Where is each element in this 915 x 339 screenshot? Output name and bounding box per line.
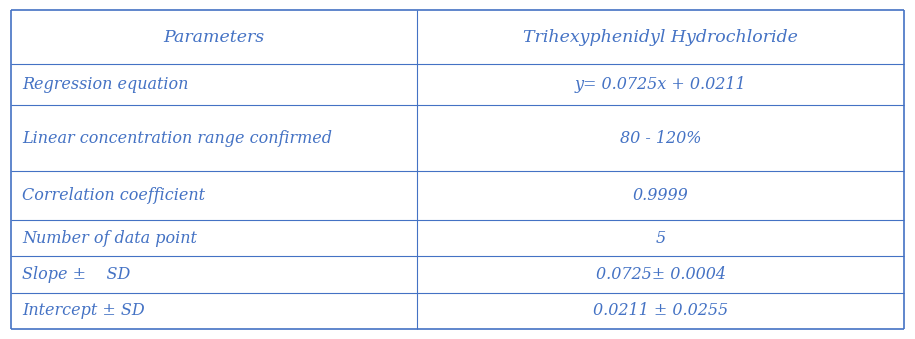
Text: 0.0211 ± 0.0255: 0.0211 ± 0.0255 <box>593 302 728 319</box>
Text: 0.0725± 0.0004: 0.0725± 0.0004 <box>596 266 726 283</box>
Text: Linear concentration range confirmed: Linear concentration range confirmed <box>22 130 332 147</box>
Text: Number of data point: Number of data point <box>22 230 197 247</box>
Text: y= 0.0725x + 0.0211: y= 0.0725x + 0.0211 <box>575 76 747 93</box>
Text: Parameters: Parameters <box>164 28 264 45</box>
Text: 5: 5 <box>656 230 666 247</box>
Text: Trihexyphenidyl Hydrochloride: Trihexyphenidyl Hydrochloride <box>523 28 798 45</box>
Text: Intercept ± SD: Intercept ± SD <box>22 302 145 319</box>
Text: Correlation coefficient: Correlation coefficient <box>22 187 205 204</box>
Text: Regression equation: Regression equation <box>22 76 188 93</box>
Text: 0.9999: 0.9999 <box>633 187 689 204</box>
Text: 80 - 120%: 80 - 120% <box>620 130 702 147</box>
Text: Slope ±    SD: Slope ± SD <box>22 266 130 283</box>
